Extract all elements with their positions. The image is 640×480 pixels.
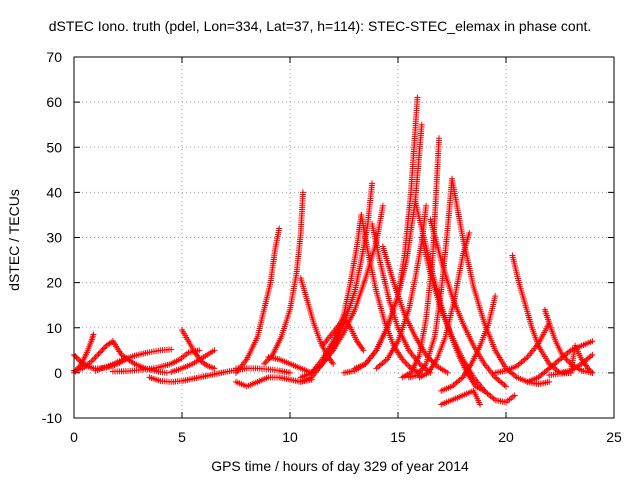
series-arc (319, 315, 367, 354)
data-point (414, 94, 421, 101)
data-point (98, 348, 105, 355)
data-point (330, 360, 337, 367)
data-point (263, 357, 270, 364)
data-point (73, 354, 80, 361)
data-point (163, 369, 170, 376)
data-point (418, 121, 425, 128)
data-point (92, 354, 99, 361)
series-arc (261, 189, 306, 367)
data-point (196, 347, 203, 354)
data-point (477, 401, 484, 408)
y-tick-label: 0 (54, 365, 62, 381)
x-tick-label: 0 (70, 429, 78, 445)
x-tick-label: 10 (282, 429, 298, 445)
series-arc (449, 175, 553, 388)
series-arc (71, 338, 116, 374)
y-tick-label: 40 (46, 184, 62, 200)
y-tick-label: 20 (46, 275, 62, 291)
data-point (299, 189, 306, 196)
data-point (95, 351, 102, 358)
data-point (287, 369, 293, 376)
data-point (89, 357, 96, 364)
series-arc (233, 365, 293, 376)
series-arc (358, 211, 423, 376)
data-point (100, 345, 107, 352)
series-arc (492, 320, 553, 376)
series-arc (179, 327, 218, 372)
series-arc (524, 338, 596, 385)
data-point (369, 180, 376, 187)
x-tick-label: 25 (606, 429, 622, 445)
y-tick-label: 70 (46, 49, 62, 65)
data-point (74, 355, 81, 362)
series-arc (438, 387, 484, 408)
data-point (589, 369, 596, 376)
data-point (96, 349, 103, 356)
series-arc (265, 354, 315, 376)
x-tick-label: 5 (178, 429, 186, 445)
series-arc (109, 347, 203, 375)
data-marks (71, 94, 596, 408)
data-point (72, 353, 79, 360)
y-tick-label: 60 (46, 94, 62, 110)
data-point (511, 392, 518, 399)
y-tick-label: 30 (46, 230, 62, 246)
y-axis-label: dSTEC / TECUs (6, 189, 22, 291)
data-point (423, 202, 430, 209)
data-point (90, 331, 97, 338)
series-arc (168, 347, 218, 375)
y-tick-label: 10 (46, 320, 62, 336)
data-point (589, 351, 596, 358)
data-point (402, 359, 409, 366)
data-point (211, 365, 218, 372)
data-point (589, 338, 596, 345)
x-tick-label: 20 (498, 429, 514, 445)
y-tick-label: -10 (42, 410, 62, 426)
series-arc (418, 234, 518, 406)
data-point (436, 135, 443, 142)
data-point (276, 225, 283, 232)
data-point (428, 357, 435, 364)
series-arc (438, 293, 499, 394)
data-point (168, 346, 175, 353)
series-arc (351, 121, 425, 372)
series-arc (233, 225, 283, 376)
data-point (466, 229, 473, 236)
data-point (444, 369, 451, 376)
data-point (211, 347, 218, 354)
data-point (492, 293, 499, 300)
grid-lines (74, 57, 614, 418)
chart-title: dSTEC Iono. truth (pdel, Lon=334, Lat=37… (48, 18, 592, 34)
y-tick-label: 50 (46, 139, 62, 155)
data-point (546, 378, 553, 385)
plot-frame (73, 56, 615, 419)
data-point (403, 360, 410, 367)
data-point (360, 347, 367, 354)
data-point (91, 355, 98, 362)
series-arc (92, 346, 175, 374)
x-axis-label: GPS time / hours of day 329 of year 2014 (211, 458, 469, 474)
data-point (503, 383, 509, 390)
data-point (262, 359, 269, 366)
data-point (99, 346, 106, 353)
data-point (94, 352, 101, 359)
data-point (405, 362, 412, 369)
x-tick-label: 15 (390, 429, 406, 445)
series-arc (557, 351, 596, 376)
data-point (379, 202, 386, 209)
